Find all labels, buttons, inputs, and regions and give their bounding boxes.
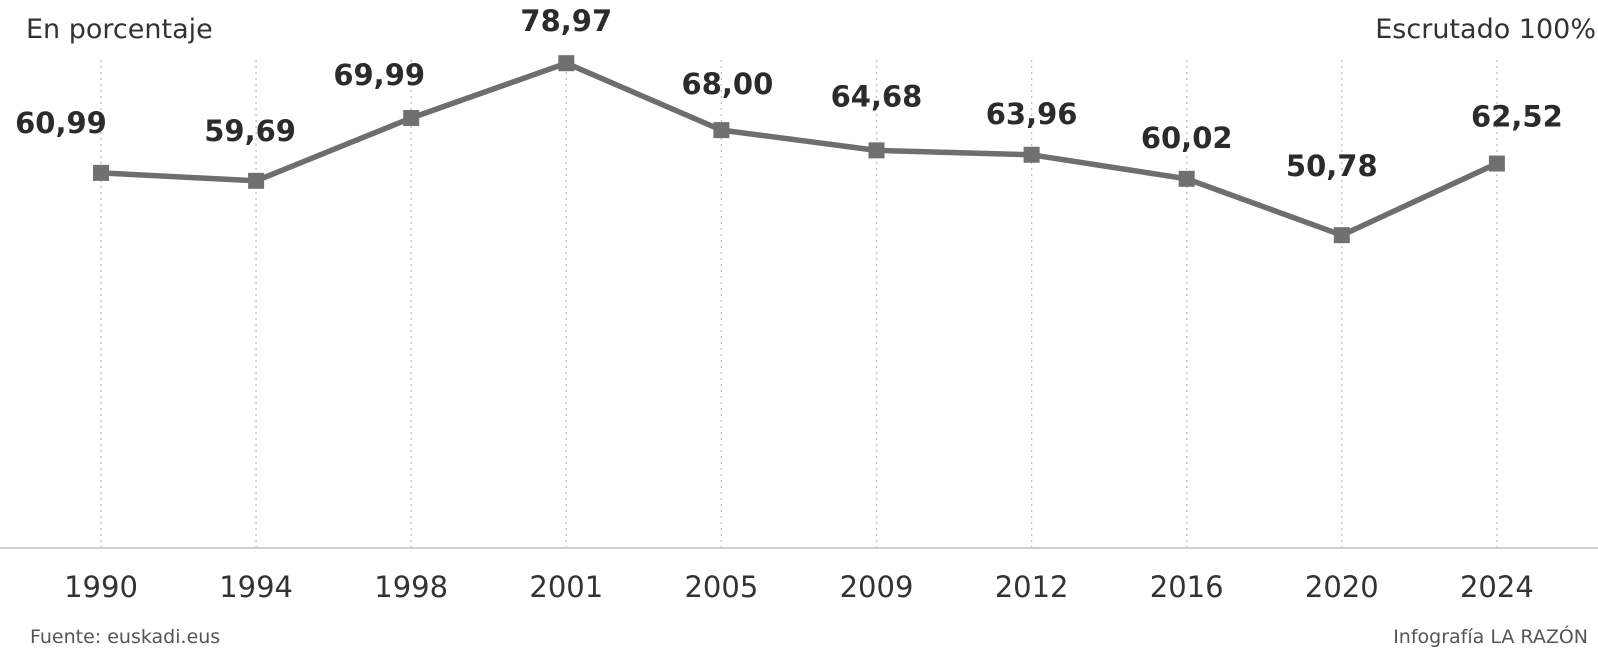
series-line — [100, 60, 1499, 238]
data-label-1998: 69,99 — [333, 58, 425, 92]
tick-label-2012: 2012 — [995, 570, 1069, 604]
tick-label-1994: 1994 — [219, 570, 293, 604]
chart-subtitle: En porcentaje — [26, 14, 213, 45]
tick-label-2009: 2009 — [840, 570, 914, 604]
point-marker-2005 — [713, 122, 730, 139]
x-tick-labels: 1990 1994 1998 2001 2005 2009 2012 2016 2020 2024 — [64, 570, 1534, 604]
data-label-1994: 59,69 — [204, 114, 296, 148]
point-marker-2020 — [1333, 227, 1350, 244]
source-note: Fuente: euskadi.eus — [30, 626, 221, 648]
point-marker-2016 — [1178, 170, 1195, 187]
point-marker-1994 — [248, 172, 265, 189]
data-label-2020: 50,78 — [1286, 149, 1378, 183]
tick-label-2024: 2024 — [1460, 570, 1534, 604]
data-label-2024: 62,52 — [1471, 100, 1563, 134]
point-marker-2024 — [1488, 155, 1505, 172]
point-marker-2001 — [558, 55, 575, 72]
data-label-2009: 64,68 — [831, 79, 923, 113]
point-marker-2012 — [1023, 146, 1040, 163]
point-marker-1998 — [403, 109, 420, 126]
data-label-2012: 63,96 — [986, 97, 1078, 131]
data-label-2001: 78,97 — [520, 4, 612, 38]
data-labels: 60,99 59,69 69,99 78,97 68,00 64,68 63,96 60,02… — [15, 4, 1563, 183]
data-label-2016: 60,02 — [1141, 121, 1233, 155]
tick-label-1998: 1998 — [374, 570, 448, 604]
tick-label-2005: 2005 — [684, 570, 758, 604]
point-marker-1990 — [93, 164, 109, 181]
tick-label-2016: 2016 — [1150, 570, 1224, 604]
point-markers — [93, 55, 1505, 244]
tick-label-2020: 2020 — [1305, 570, 1379, 604]
data-label-2005: 68,00 — [682, 67, 774, 101]
credit-note: Infografía LA RAZÓN — [1393, 626, 1588, 648]
grid-lines — [100, 60, 1498, 548]
point-marker-2009 — [868, 142, 885, 159]
data-label-1990: 60,99 — [15, 106, 107, 140]
tick-label-2001: 2001 — [529, 570, 603, 604]
scrutiny-note: Escrutado 100% — [1375, 14, 1596, 45]
tick-label-1990: 1990 — [64, 570, 138, 604]
